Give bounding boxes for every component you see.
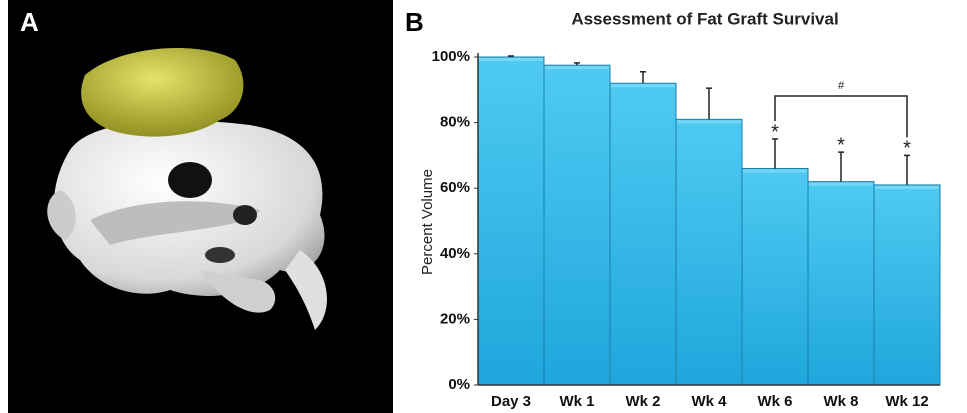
x-tick-label: Wk 4 [691, 393, 727, 410]
y-tick-label: 60% [440, 179, 470, 196]
bar [610, 83, 676, 385]
bar-top-highlight [545, 66, 609, 69]
y-tick-label: 40% [440, 245, 470, 262]
y-tick-label: 100% [432, 48, 470, 65]
bar-top-highlight [479, 58, 543, 61]
bar [676, 119, 742, 385]
significance-marker: * [837, 134, 845, 156]
x-tick-label: Day 3 [491, 393, 531, 410]
bracket [775, 96, 907, 137]
significance-marker: * [771, 121, 779, 143]
bar [808, 182, 874, 385]
panel-label: B [405, 7, 424, 37]
bar-top-highlight [611, 84, 675, 87]
panel-label: A [20, 7, 39, 37]
bar [544, 65, 610, 385]
x-tick-label: Wk 6 [757, 393, 792, 410]
bar [478, 57, 544, 385]
significance-marker: * [903, 138, 911, 160]
y-tick-label: 80% [440, 114, 470, 131]
x-tick-label: Wk 1 [559, 393, 594, 410]
panel-a-image [8, 0, 393, 413]
bar-top-highlight [809, 183, 873, 186]
y-axis-label: Percent Volume [419, 169, 436, 275]
x-tick-label: Wk 2 [625, 393, 660, 410]
bar-top-highlight [677, 120, 741, 123]
chart-title: Assessment of Fat Graft Survival [571, 9, 838, 28]
x-tick-label: Wk 8 [823, 393, 858, 410]
bar-top-highlight [875, 186, 939, 189]
y-tick-label: 20% [440, 310, 470, 327]
bar-top-highlight [743, 170, 807, 173]
y-tick-label: 0% [448, 376, 470, 393]
figure: A B Assessment of Fat Graft Survival Per… [0, 0, 967, 413]
bar [742, 169, 808, 385]
x-tick-label: Wk 12 [885, 393, 928, 410]
bar [874, 185, 940, 385]
bracket-label: # [838, 80, 845, 92]
